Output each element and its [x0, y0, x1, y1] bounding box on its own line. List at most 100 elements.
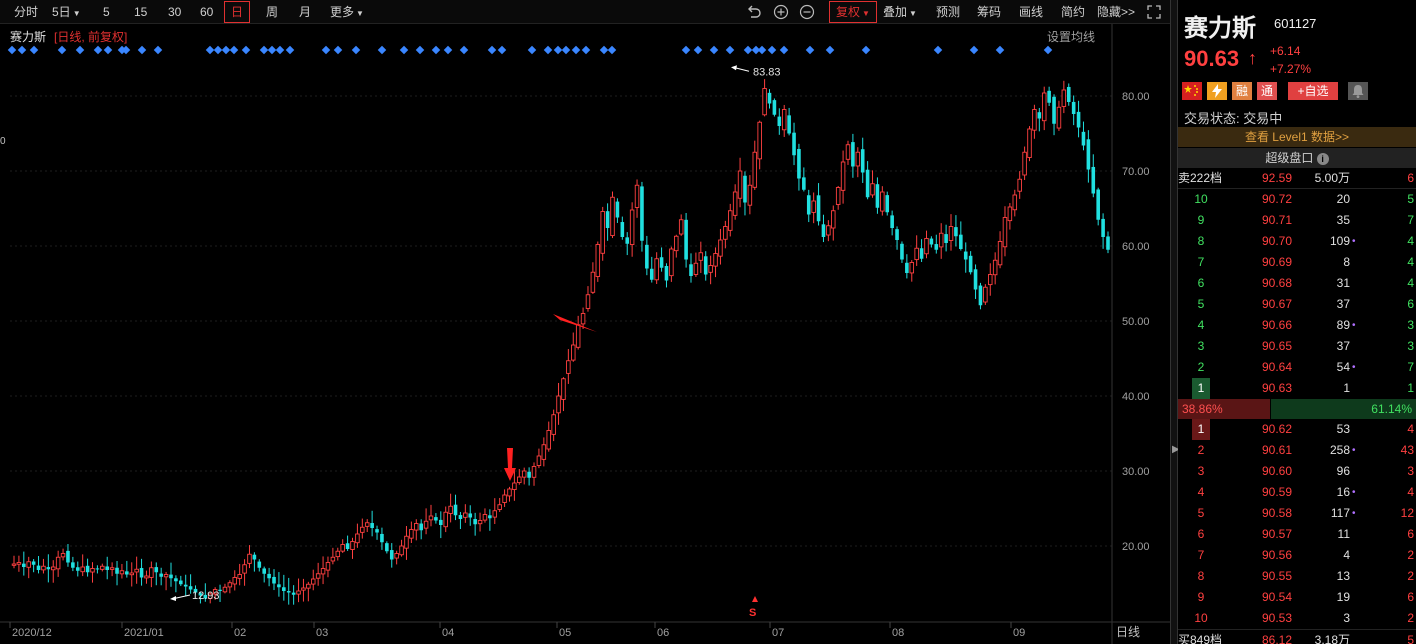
candle-body-down[interactable]: [777, 116, 782, 126]
candle-body-up[interactable]: [585, 294, 591, 309]
candle-body-down[interactable]: [488, 515, 492, 519]
candle-body-up[interactable]: [693, 262, 699, 275]
candle-body-up[interactable]: [502, 494, 507, 503]
candle-body-up[interactable]: [428, 515, 434, 521]
bid-row[interactable]: 6 90.57 11 6: [1178, 524, 1416, 545]
candle-body-down[interactable]: [458, 515, 463, 519]
candle-body-down[interactable]: [1081, 131, 1086, 146]
period-30min[interactable]: 30: [168, 5, 182, 19]
candle-body-down[interactable]: [218, 589, 222, 591]
candle-body-down[interactable]: [659, 257, 664, 268]
candle-body-up[interactable]: [517, 476, 522, 484]
candle-body-down[interactable]: [664, 266, 669, 281]
candle-body-down[interactable]: [797, 148, 801, 179]
candle-body-up[interactable]: [556, 395, 561, 414]
chips-button[interactable]: 筹码: [977, 5, 1002, 19]
candle-body-up[interactable]: [1017, 178, 1022, 192]
candle-body-up[interactable]: [610, 196, 615, 237]
simple-button[interactable]: 简约: [1061, 5, 1086, 19]
candle-body-down[interactable]: [85, 565, 90, 573]
candle-body-down[interactable]: [139, 568, 144, 578]
candle-body-up[interactable]: [134, 568, 139, 573]
candle-body-up[interactable]: [149, 567, 154, 578]
candle-body-down[interactable]: [900, 243, 904, 260]
candle-body-down[interactable]: [453, 504, 458, 516]
candle-body-up[interactable]: [1027, 128, 1032, 158]
candle-body-down[interactable]: [286, 591, 291, 593]
candle-body-up[interactable]: [708, 265, 713, 273]
candle-body-down[interactable]: [929, 238, 934, 245]
candle-body-down[interactable]: [291, 592, 296, 595]
candle-body-up[interactable]: [207, 593, 213, 599]
bid-row[interactable]: 9 90.54 19 6: [1178, 587, 1416, 608]
buy-top-row[interactable]: 买849档 86.12 3.18万 5: [1178, 629, 1416, 644]
candle-body-up[interactable]: [212, 589, 218, 595]
candle-body-up[interactable]: [497, 504, 502, 510]
candle-body-up[interactable]: [129, 572, 134, 576]
candle-body-down[interactable]: [959, 234, 963, 249]
candle-body-up[interactable]: [728, 210, 733, 231]
ma-setting-button[interactable]: 设置均线: [1047, 30, 1096, 44]
candle-body-down[interactable]: [625, 237, 630, 244]
candle-body-down[interactable]: [174, 578, 178, 582]
candle-body-up[interactable]: [855, 151, 861, 167]
bid-row[interactable]: 7 90.56 4 2: [1178, 545, 1416, 566]
ask-row[interactable]: 10 90.72 20 5: [1178, 189, 1416, 210]
candle-body-down[interactable]: [851, 142, 855, 167]
candle-body-down[interactable]: [934, 244, 939, 250]
candle-body-up[interactable]: [732, 191, 738, 216]
candle-body-up[interactable]: [698, 252, 704, 261]
candle-body-up[interactable]: [247, 553, 252, 564]
candle-body-up[interactable]: [41, 565, 46, 571]
candle-body-down[interactable]: [875, 184, 880, 208]
candle-body-down[interactable]: [169, 574, 173, 579]
candle-body-down[interactable]: [1066, 86, 1071, 102]
candle-body-up[interactable]: [55, 556, 61, 570]
candle-body-up[interactable]: [109, 567, 115, 570]
candle-body-up[interactable]: [781, 109, 787, 131]
candle-body-up[interactable]: [11, 563, 17, 566]
candle-body-up[interactable]: [757, 121, 762, 160]
candle-body-up[interactable]: [227, 582, 233, 588]
ask-row[interactable]: 2 90.64 54 • 7: [1178, 357, 1416, 378]
candle-body-up[interactable]: [678, 219, 684, 235]
candle-body-up[interactable]: [1041, 92, 1047, 122]
candle-body-up[interactable]: [119, 570, 125, 575]
candle-body-down[interactable]: [473, 519, 477, 525]
candle-body-up[interactable]: [566, 360, 571, 374]
candle-body-up[interactable]: [546, 430, 551, 450]
candle-body-down[interactable]: [1071, 101, 1076, 114]
candle-body-up[interactable]: [938, 232, 944, 248]
candle-body-up[interactable]: [340, 544, 345, 552]
candle-body-down[interactable]: [282, 587, 286, 591]
candle-body-up[interactable]: [414, 523, 419, 531]
ask-row[interactable]: 9 90.71 35 7: [1178, 210, 1416, 231]
bid-row[interactable]: 3 90.60 96 3: [1178, 461, 1416, 482]
candle-body-up[interactable]: [463, 512, 468, 518]
candle-body-down[interactable]: [640, 186, 644, 241]
bid-row[interactable]: 8 90.55 13 2: [1178, 566, 1416, 587]
candle-body-up[interactable]: [325, 562, 331, 571]
candle-body-down[interactable]: [389, 550, 394, 560]
candle-body-up[interactable]: [674, 235, 679, 252]
candle-body-down[interactable]: [885, 195, 890, 213]
candle-body-up[interactable]: [723, 226, 728, 240]
candle-body-up[interactable]: [531, 466, 537, 478]
candle-body-down[interactable]: [125, 571, 129, 575]
candle-body-down[interactable]: [615, 201, 620, 218]
candle-body-up[interactable]: [541, 444, 547, 460]
candle-body-down[interactable]: [703, 256, 708, 275]
candle-body-down[interactable]: [792, 132, 796, 156]
candle-body-down[interactable]: [968, 255, 973, 273]
candle-body-down[interactable]: [277, 584, 281, 588]
candle-body-up[interactable]: [301, 587, 306, 591]
candle-body-up[interactable]: [718, 239, 723, 257]
candle-body-up[interactable]: [909, 262, 915, 274]
candle-body-down[interactable]: [821, 224, 826, 237]
candle-body-up[interactable]: [992, 259, 998, 276]
candle-body-down[interactable]: [419, 523, 423, 531]
candle-body-down[interactable]: [905, 262, 909, 273]
candle-body-down[interactable]: [380, 533, 384, 543]
candle-body-down[interactable]: [978, 285, 983, 306]
candle-body-up[interactable]: [924, 238, 929, 255]
